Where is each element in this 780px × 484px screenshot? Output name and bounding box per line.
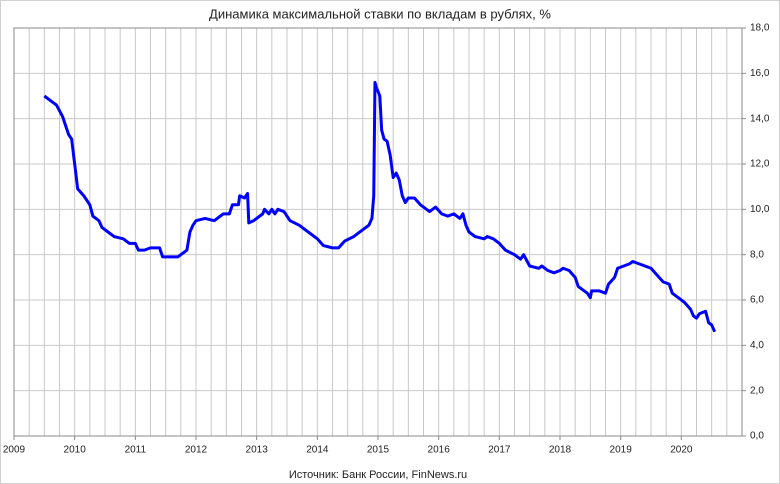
y-tick-label: 0,0 — [750, 431, 764, 442]
plot-border — [13, 27, 743, 437]
y-tick-label: 10,0 — [750, 204, 770, 215]
y-tick-label: 6,0 — [750, 295, 764, 306]
x-tick-label: 2017 — [488, 445, 511, 456]
x-tick-label: 2012 — [185, 445, 208, 456]
x-tick-label: 2013 — [246, 445, 269, 456]
x-tick-label: 2020 — [670, 445, 693, 456]
y-tick-label: 2,0 — [750, 385, 764, 396]
x-tick-label: 2014 — [306, 445, 329, 456]
x-tick-label: 2016 — [428, 445, 451, 456]
y-tick-label: 16,0 — [750, 68, 770, 79]
x-tick-label: 2015 — [367, 445, 390, 456]
source-note: Источник: Банк России, FinNews.ru — [289, 469, 467, 481]
y-tick-label: 12,0 — [750, 159, 770, 170]
y-tick-label: 18,0 — [750, 23, 770, 34]
data-line — [43, 80, 717, 333]
x-tick-label: 2018 — [549, 445, 572, 456]
y-tick-label: 14,0 — [750, 113, 770, 124]
x-tick-label: 2010 — [64, 445, 87, 456]
x-tick-label: 2019 — [610, 445, 633, 456]
x-tick-label: 2011 — [125, 445, 147, 456]
y-tick-label: 4,0 — [750, 340, 764, 351]
x-tick-label: 2009 — [3, 445, 26, 456]
y-tick-label: 8,0 — [750, 249, 764, 260]
chart-title: Динамика максимальной ставки по вкладам … — [209, 6, 551, 21]
